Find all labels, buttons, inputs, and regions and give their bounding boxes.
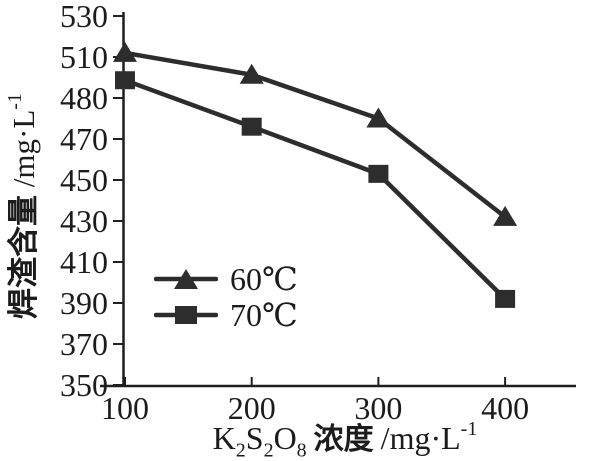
- y-tick-label: 430: [60, 203, 108, 239]
- x-axis-unit: /mg·L: [380, 420, 461, 456]
- x-tick-label: 200: [227, 390, 276, 426]
- formula-element: K: [212, 420, 236, 456]
- data-point-triangle: [366, 107, 391, 128]
- data-point-triangle: [493, 205, 518, 226]
- y-tick-label: 480: [60, 80, 108, 116]
- y-axis-title-text: 焊渣含量: [6, 194, 41, 319]
- legend-marker-square-icon: [154, 306, 218, 324]
- y-axis-unit-exponent: -1: [3, 93, 26, 110]
- chemical-formula: K2S2O8: [212, 420, 307, 460]
- x-axis-title-text: 浓度: [313, 423, 374, 456]
- y-tick-label: 450: [60, 162, 108, 198]
- x-tick-label: 100: [101, 390, 149, 426]
- y-axis-unit: /mg·L: [6, 109, 41, 195]
- series-line-triangle: [122, 50, 508, 220]
- data-point-square: [368, 164, 389, 183]
- legend-marker-triangle-icon: [154, 269, 218, 289]
- data-point-square: [495, 289, 516, 308]
- formula-subscript: 2: [263, 439, 274, 461]
- x-tick-label: 400: [481, 390, 530, 426]
- y-axis-title: 焊渣含量 /mg·L-1: [3, 71, 42, 341]
- y-tick-label: 530: [60, 0, 108, 34]
- formula-subscript: 2: [235, 439, 246, 461]
- formula-element: S: [245, 420, 264, 456]
- x-axis-unit-exponent: -1: [460, 418, 478, 441]
- data-point-triangle: [113, 41, 137, 62]
- series-line-square: [122, 77, 508, 302]
- data-point-square: [241, 117, 262, 136]
- legend-label-60c: 60℃: [230, 261, 298, 297]
- legend-item-70c: 70℃: [154, 297, 298, 333]
- x-axis-title: K2S2O8 浓度/mg·L-1: [175, 418, 515, 460]
- legend: 60℃ 70℃: [154, 261, 298, 333]
- formula-subscript: 8: [296, 439, 307, 461]
- y-tick-label: 470: [60, 121, 108, 157]
- y-tick-label: 390: [60, 285, 108, 321]
- y-tick-label: 350: [60, 367, 108, 403]
- formula-element: O: [273, 420, 297, 456]
- x-tick-label: 300: [354, 390, 403, 426]
- y-tick-label: 410: [60, 244, 108, 280]
- y-tick-label: 370: [60, 326, 108, 362]
- data-point-triangle: [239, 63, 264, 84]
- legend-item-60c: 60℃: [154, 261, 298, 297]
- y-tick-label: 510: [60, 39, 108, 75]
- legend-label-70c: 70℃: [230, 297, 298, 333]
- data-point-square: [115, 71, 135, 90]
